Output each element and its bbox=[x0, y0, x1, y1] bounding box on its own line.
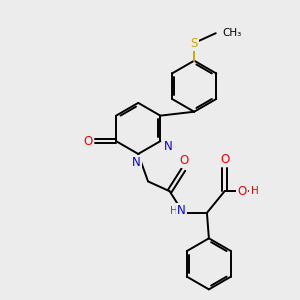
Text: O: O bbox=[180, 154, 189, 167]
Text: O: O bbox=[83, 135, 92, 148]
Text: N: N bbox=[177, 204, 186, 218]
Text: CH₃: CH₃ bbox=[223, 28, 242, 38]
Text: O: O bbox=[238, 185, 247, 198]
Text: H: H bbox=[250, 186, 258, 196]
Text: N: N bbox=[132, 156, 141, 169]
Text: H: H bbox=[170, 206, 177, 216]
Text: S: S bbox=[190, 37, 198, 50]
Text: N: N bbox=[164, 140, 172, 153]
Text: H: H bbox=[251, 186, 259, 196]
Text: O: O bbox=[220, 153, 229, 166]
